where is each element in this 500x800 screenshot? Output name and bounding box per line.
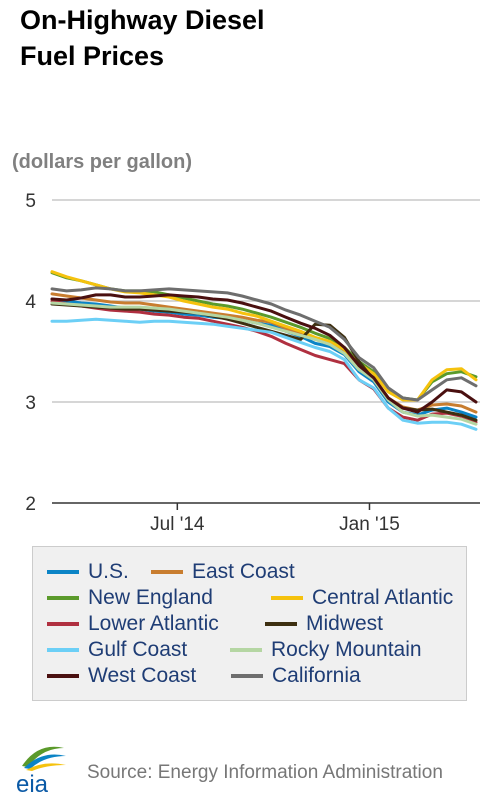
legend-item-east-coast: East Coast: [151, 559, 295, 585]
x-tick-label: Jul '14: [150, 514, 205, 535]
legend-label: California: [272, 664, 361, 687]
legend-swatch: [265, 622, 297, 626]
line-chart: 2 3 4 5 Jul '14 Jan '15: [25, 191, 480, 535]
axes: 2 3 4 5 Jul '14 Jan '15: [25, 191, 480, 535]
y-tick-label: 3: [25, 393, 36, 414]
legend-item-central-atlantic: Central Atlantic: [271, 585, 453, 611]
chart-title: On-Highway Diesel Fuel Prices: [20, 2, 460, 74]
legend-item-rocky-mountain: Rocky Mountain: [230, 637, 422, 663]
legend-swatch: [47, 570, 79, 574]
legend-swatch: [47, 674, 79, 678]
legend-item-gulf-coast: Gulf Coast: [47, 637, 187, 663]
legend-label: New England: [88, 586, 213, 609]
y-tick-label: 4: [25, 292, 36, 313]
chart-legend: U.S. East Coast New England Central Atlanti…: [32, 546, 467, 701]
chart-title-line-1: On-Highway Diesel: [20, 5, 265, 35]
legend-item-u-s-: U.S.: [47, 559, 129, 585]
legend-item-midwest: Midwest: [265, 611, 383, 637]
series-lines: [50, 270, 478, 431]
legend-item-new-england: New England: [47, 585, 213, 611]
legend-swatch: [47, 648, 79, 652]
legend-swatch: [47, 622, 79, 626]
legend-swatch: [151, 570, 183, 574]
series-line-gulf-coast: [50, 317, 478, 431]
legend-swatch: [230, 648, 262, 652]
legend-swatch: [271, 596, 303, 600]
y-axis-unit-label: (dollars per gallon): [12, 151, 193, 173]
legend-label: Midwest: [306, 612, 384, 635]
y-tick-label: 2: [25, 494, 36, 515]
legend-item-california: California: [231, 663, 361, 689]
legend-label: Rocky Mountain: [271, 638, 422, 661]
legend-label: East Coast: [192, 560, 295, 583]
eia-logo: eia: [16, 746, 66, 796]
source-note: Source: Energy Information Administratio…: [87, 762, 443, 783]
series-line-west-coast: [50, 293, 478, 414]
eia-logo-rays-icon: [22, 746, 66, 771]
legend-swatch: [231, 674, 263, 678]
legend-item-lower-atlantic: Lower Atlantic: [47, 611, 219, 637]
legend-label: Lower Atlantic: [88, 612, 219, 635]
series-line-lower-atlantic: [50, 299, 478, 424]
x-tick-label: Jan '15: [339, 514, 400, 535]
chart-title-line-2: Fuel Prices: [20, 41, 165, 71]
series-line-new-england: [50, 271, 478, 402]
legend-label: Central Atlantic: [312, 586, 454, 609]
y-tick-label: 5: [25, 191, 36, 212]
series-line-rocky-mountain: [50, 301, 478, 426]
legend-item-west-coast: West Coast: [47, 663, 196, 689]
eia-logo-text: eia: [16, 771, 49, 796]
legend-label: West Coast: [88, 664, 197, 687]
legend-swatch: [47, 596, 79, 600]
legend-label: Gulf Coast: [88, 638, 188, 661]
series-line-california: [50, 286, 478, 402]
legend-label: U.S.: [88, 560, 129, 583]
